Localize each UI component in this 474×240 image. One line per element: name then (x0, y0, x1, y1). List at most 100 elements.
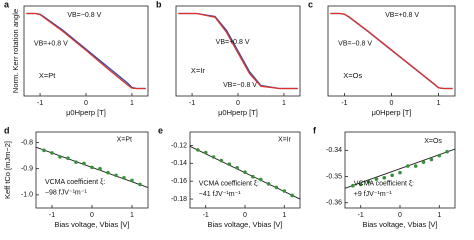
series-line (26, 12, 146, 90)
data-point (445, 149, 449, 154)
panel-letter: e (158, 125, 163, 135)
y-tick-label: -0.18 (171, 196, 187, 203)
data-point (90, 165, 94, 170)
x-tick-label: -1 (49, 212, 55, 219)
data-point (282, 189, 287, 193)
y-axis-label: Keff tCo [mJm−2] (3, 141, 12, 199)
panel-letter: a (4, 0, 10, 9)
annotation: X=Pt (39, 71, 56, 80)
data-point (366, 179, 371, 184)
panel-letter: b (156, 0, 162, 9)
data-point (196, 148, 200, 152)
data-point (374, 177, 379, 181)
legend-entry: VB=+0.8 V (34, 41, 68, 48)
y-tick-label: -0.14 (171, 160, 187, 167)
x-tick-label: 1 (282, 100, 286, 107)
annotation: X=Ir (278, 136, 292, 143)
x-tick-label: -1 (341, 100, 347, 107)
data-point (130, 178, 134, 183)
data-point (227, 162, 232, 166)
data-point (382, 176, 387, 180)
series-line (330, 12, 453, 90)
x-tick-label: 0 (84, 100, 88, 107)
data-point (413, 164, 418, 168)
data-point (114, 173, 118, 178)
annotation: X=Ir (191, 66, 205, 75)
legend-entry: VB=−0.8 V (223, 82, 257, 89)
annotation: X=Os (343, 71, 362, 80)
annotation: −41 fJV⁻¹m⁻¹ (199, 191, 241, 198)
data-point (351, 183, 355, 188)
data-point (421, 160, 426, 164)
data-point (235, 165, 239, 170)
data-point (406, 164, 410, 168)
data-point (429, 157, 434, 162)
legend-entry: VB=−0.8 V (338, 41, 372, 48)
data-point (258, 177, 263, 182)
data-point (98, 166, 102, 171)
annotation: X=Pt (117, 136, 132, 143)
y-axis-label: Norm. Kerr rotation angle (11, 9, 20, 93)
data-point (66, 156, 70, 161)
x-tick-label: -1 (37, 100, 43, 107)
fit-line (344, 148, 456, 189)
y-tick-label: -0.9 (21, 166, 33, 173)
data-point (219, 158, 224, 163)
x-axis-label: Bias voltage, Vbias [V] (54, 220, 129, 229)
data-point (211, 155, 216, 159)
panel-letter: f (313, 125, 317, 135)
y-tick-label: -0.34 (326, 147, 342, 154)
data-point (82, 161, 86, 166)
x-tick-label: 0 (398, 212, 402, 219)
y-tick-label: -0.16 (171, 178, 187, 185)
data-point (290, 193, 294, 198)
data-point (50, 151, 54, 155)
data-point (437, 153, 442, 158)
x-tick-label: 1 (130, 100, 134, 107)
x-tick-label: -1 (203, 212, 209, 219)
x-tick-label: -1 (189, 100, 195, 107)
annotation: −98 fJV⁻¹m⁻¹ (45, 190, 87, 197)
data-point (203, 150, 208, 155)
panel-letter: d (4, 125, 10, 135)
annotation: X=Os (424, 138, 442, 145)
x-axis-label: μ0Hperp [T] (372, 108, 412, 117)
data-point (398, 170, 402, 175)
x-tick-label: 1 (437, 212, 441, 219)
data-point (390, 173, 394, 178)
annotation: VCMA coefficient ξ: (45, 179, 105, 186)
y-tick-label: -0.35 (326, 173, 342, 180)
x-tick-label: 0 (236, 100, 240, 107)
x-axis-label: Bias voltage, Vbias [V] (207, 220, 282, 229)
data-point (42, 148, 46, 153)
panel-letter: c (308, 0, 313, 9)
data-point (274, 185, 279, 190)
legend-entry: VB=−0.8 V (67, 12, 101, 19)
data-point (106, 170, 110, 175)
x-axis-label: μ0Hperp [T] (66, 108, 106, 117)
x-tick-label: 0 (243, 212, 247, 219)
data-point (58, 155, 62, 159)
data-point (266, 182, 271, 186)
x-axis-label: μ0Hperp [T] (218, 108, 258, 117)
data-point (138, 182, 142, 187)
data-point (74, 160, 78, 164)
x-tick-label: 1 (437, 100, 441, 107)
series-line (178, 12, 298, 90)
data-point (251, 174, 255, 179)
x-tick-label: 1 (282, 212, 286, 219)
annotation: VCMA coefficient ξ: (354, 181, 414, 188)
annotation: +9 fJV⁻¹m⁻¹ (354, 191, 393, 198)
x-tick-label: 0 (390, 100, 394, 107)
y-tick-label: -1.0 (21, 192, 33, 199)
x-tick-label: -1 (358, 212, 364, 219)
data-point (358, 182, 363, 187)
x-axis-label: Bias voltage, Vbias [V] (362, 220, 437, 229)
x-tick-label: 1 (130, 212, 134, 219)
legend-entry: VB=+0.8 V (216, 39, 250, 46)
data-point (122, 176, 126, 180)
series-line (178, 12, 298, 90)
y-tick-label: -0.36 (326, 200, 342, 207)
y-tick-label: -0.8 (21, 139, 33, 146)
